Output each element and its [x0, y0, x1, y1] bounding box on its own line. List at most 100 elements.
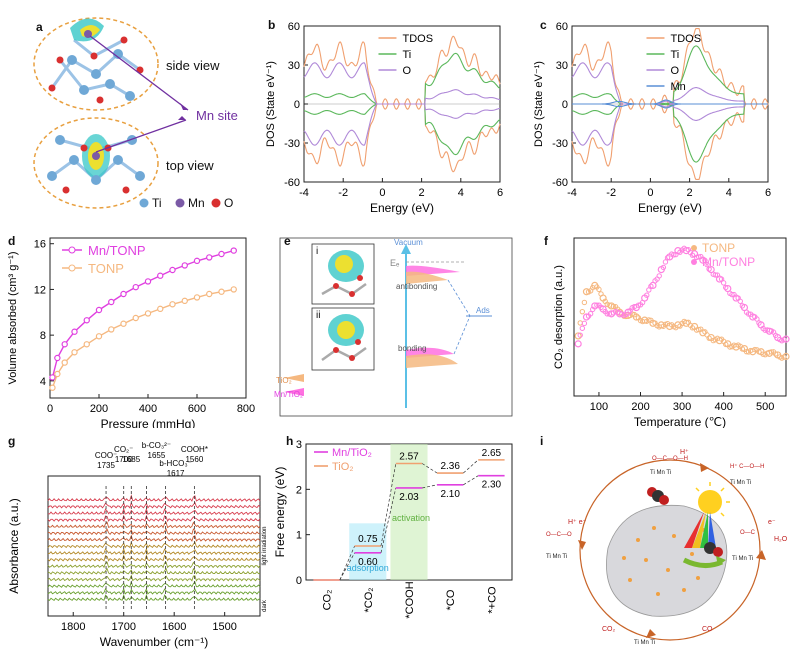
y-tick-label: -60 — [284, 177, 300, 189]
panel-label-g: g — [8, 434, 16, 448]
data-point — [193, 294, 201, 301]
data-point — [772, 351, 779, 357]
value-label: 2.36 — [440, 461, 460, 472]
x-axis-label: Energy (eV) — [638, 201, 702, 215]
spectrum-line — [47, 567, 261, 575]
data-point — [581, 299, 588, 306]
legend-marker — [691, 245, 697, 251]
ef-label: Eₑ — [390, 258, 400, 268]
side-view-circle — [33, 17, 159, 111]
panel-f: f 100 200 300 400 500 Temperature (℃) CO₂ deso… — [540, 228, 800, 429]
data-point — [723, 284, 729, 291]
mn-site-label: Mn site — [196, 108, 238, 123]
y-tick-label: 0 — [294, 99, 300, 111]
peak-label: 1735 — [97, 461, 115, 470]
data-point — [648, 283, 654, 289]
panel-a-structure — [33, 17, 221, 209]
x-category-label: *COOH — [404, 581, 416, 618]
data-point — [581, 320, 588, 327]
plot-frame — [573, 237, 787, 397]
data-point — [54, 354, 61, 362]
data-point — [702, 257, 708, 264]
bonding-label: bonding — [398, 344, 427, 353]
dos-series-ti — [303, 103, 501, 156]
co-molecule-icon — [704, 542, 723, 557]
x-axis-label: Energy (eV) — [370, 201, 434, 215]
data-point — [610, 303, 617, 310]
y-tick-label: 30 — [556, 60, 568, 72]
connector — [422, 484, 438, 489]
side-view-label: side view — [166, 58, 220, 73]
data-point — [646, 317, 652, 323]
data-point — [157, 272, 164, 279]
data-point — [704, 261, 710, 268]
x-category-label: *CO — [445, 589, 457, 610]
data-point — [582, 313, 591, 321]
x-tick-label: 0 — [647, 187, 653, 199]
data-point — [772, 332, 779, 339]
data-point — [95, 306, 103, 314]
data-point — [95, 333, 103, 340]
data-point — [132, 283, 139, 291]
data-point — [108, 326, 115, 333]
spectrum-line — [47, 580, 261, 588]
data-point — [587, 311, 594, 317]
plot-frame — [47, 475, 261, 617]
x-tick-label: 600 — [188, 403, 206, 415]
connector — [380, 487, 397, 553]
spectrum-line — [47, 514, 261, 522]
data-point — [729, 291, 735, 298]
data-point — [230, 247, 237, 254]
data-point — [782, 335, 790, 343]
orbital-diagram — [279, 237, 513, 417]
spectrum-line — [47, 521, 261, 529]
data-point — [594, 302, 600, 308]
label-h-plus-e: H⁺ e⁻ — [568, 519, 587, 526]
spectrum-line — [47, 593, 261, 602]
ti-legend-dot — [139, 198, 149, 208]
x-tick-label: 2 — [419, 187, 425, 199]
panel-a: a — [0, 0, 260, 215]
x-tick-label: 1600 — [162, 621, 186, 633]
data-point — [696, 326, 702, 333]
side-view-lattice — [48, 18, 144, 104]
legend-label-o: O — [402, 65, 411, 77]
spectrum-line — [47, 528, 261, 536]
vacuum-label: Vacuum — [394, 238, 423, 247]
data-point — [715, 275, 724, 283]
top-view-label: top view — [166, 158, 214, 173]
data-point — [664, 255, 671, 261]
data-point — [206, 254, 213, 261]
legend-tio2-label: TiO₂ — [276, 376, 292, 385]
data-point — [623, 311, 629, 318]
data-point — [157, 305, 164, 313]
data-point — [218, 288, 225, 295]
dos-series-mn — [572, 103, 768, 109]
data-point — [739, 303, 746, 309]
panel-h: h adsorption activation 0 1 2 3 Free energy (e… — [270, 430, 530, 650]
svg-text:Ti Mn Ti: Ti Mn Ti — [650, 470, 671, 476]
y-tick-label: -30 — [552, 138, 568, 150]
legend-label: Mn/TiO₂ — [332, 447, 372, 459]
x-tick-label: -4 — [299, 187, 309, 199]
data-point — [762, 327, 768, 333]
data-point — [699, 256, 707, 264]
spectrum-line — [47, 587, 261, 595]
x-tick-label: 500 — [756, 401, 774, 413]
ads-label: Ads — [476, 306, 490, 315]
data-point — [71, 328, 78, 335]
data-point — [577, 332, 583, 338]
connector — [339, 545, 355, 581]
dos-chart-b: -4 -2 0 2 4 6 60 30 0 -30 -60 Energy (eV) DOS (State… — [265, 21, 503, 215]
y-axis-label: DOS (State eV⁻¹) — [265, 61, 277, 147]
panel-label-b: b — [268, 18, 276, 32]
legend-mn-label: Mn — [188, 196, 205, 210]
svg-text:O—C: O—C — [740, 530, 756, 536]
peak-label: b-HCO₃⁻ — [159, 459, 191, 468]
isotherm-chart: 0 200 400 600 800 4 8 12 16 Pressure (mmHg) Volume… — [7, 237, 255, 431]
data-point — [579, 308, 586, 315]
x-axis-label: Wavenumber (cm⁻¹) — [100, 635, 209, 649]
data-point — [193, 257, 201, 265]
dark-label: dark — [262, 599, 268, 612]
legend-label-tdos: TDOS — [402, 33, 433, 45]
